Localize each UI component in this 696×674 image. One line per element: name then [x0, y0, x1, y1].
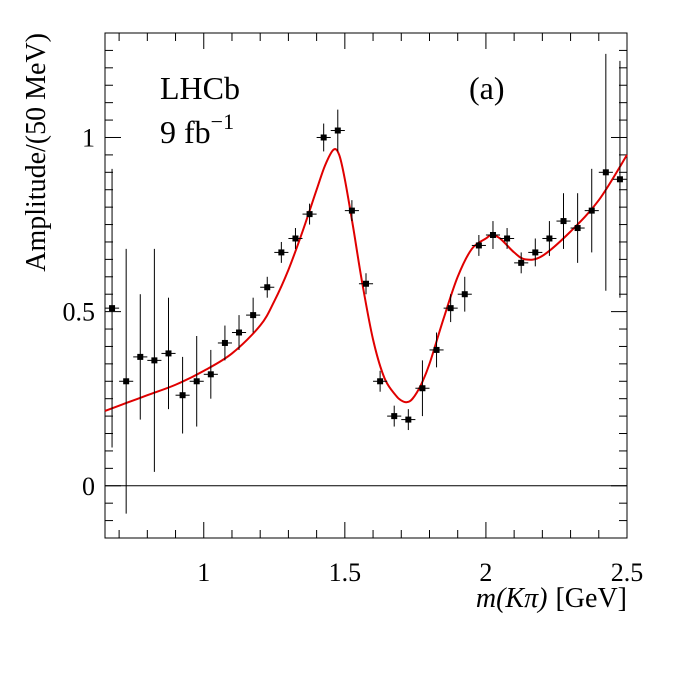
- y-axis-label: Amplitude/(50 MeV): [21, 33, 52, 272]
- experiment-label: LHCb: [160, 70, 240, 106]
- data-marker: [165, 350, 172, 357]
- data-point: [457, 276, 472, 312]
- data-marker: [109, 305, 116, 312]
- data-point: [260, 276, 275, 298]
- x-axis-label-unit: [GeV]: [555, 583, 627, 614]
- x-tick-label: 1.5: [329, 558, 362, 587]
- data-marker: [292, 235, 299, 242]
- data-marker: [236, 329, 243, 336]
- data-marker: [250, 312, 257, 319]
- data-point: [217, 325, 232, 361]
- luminosity-value: 9 fb: [160, 114, 211, 150]
- data-points: [105, 53, 627, 514]
- data-point: [556, 193, 571, 249]
- data-point: [443, 294, 458, 323]
- data-marker: [574, 225, 581, 232]
- x-axis-label: m(Kπ) [GeV]: [476, 583, 627, 614]
- data-point: [302, 203, 317, 225]
- plot-frame: [104, 32, 628, 539]
- data-point: [189, 336, 204, 427]
- data-marker: [377, 378, 384, 385]
- data-point: [344, 200, 359, 222]
- data-point: [471, 235, 486, 256]
- data-point: [373, 370, 388, 392]
- data-point: [231, 315, 247, 350]
- data-point: [584, 168, 599, 253]
- data-marker: [461, 291, 468, 298]
- data-point: [147, 248, 162, 472]
- data-marker: [433, 346, 440, 353]
- x-tick-label: 2: [479, 558, 492, 587]
- data-marker: [588, 207, 595, 214]
- data-point: [133, 294, 148, 420]
- data-point: [485, 221, 501, 249]
- data-point: [598, 53, 613, 291]
- x-tick-label: 2.5: [611, 558, 644, 587]
- data-marker: [306, 211, 313, 218]
- data-point: [429, 332, 444, 368]
- data-marker: [179, 392, 186, 399]
- data-marker: [334, 127, 341, 134]
- data-marker: [405, 416, 412, 423]
- data-point: [175, 356, 190, 434]
- y-axis-ticks: 00.51: [63, 49, 627, 539]
- data-point: [570, 193, 585, 263]
- data-marker: [151, 357, 158, 364]
- data-marker: [419, 385, 426, 392]
- data-marker: [560, 218, 567, 225]
- data-point: [415, 360, 430, 417]
- data-point: [246, 297, 261, 333]
- data-marker: [320, 134, 327, 141]
- data-point: [105, 168, 120, 448]
- data-marker: [363, 280, 369, 287]
- data-marker: [391, 413, 398, 420]
- data-marker: [447, 305, 454, 312]
- data-marker: [123, 378, 130, 385]
- luminosity-label: 9 fb−1: [160, 109, 234, 150]
- data-point: [542, 221, 557, 256]
- data-point: [612, 60, 627, 298]
- data-marker: [207, 371, 214, 378]
- luminosity-exponent: −1: [211, 109, 234, 134]
- data-marker: [475, 242, 482, 249]
- data-marker: [546, 235, 553, 242]
- data-marker: [616, 176, 623, 183]
- data-point: [387, 405, 402, 427]
- data-point: [330, 109, 345, 152]
- x-tick-label: 1: [197, 558, 210, 587]
- data-marker: [278, 249, 285, 256]
- data-marker: [193, 378, 200, 385]
- data-marker: [602, 169, 609, 176]
- data-marker: [221, 339, 228, 346]
- data-point: [514, 252, 529, 274]
- x-axis-label-variable: m(Kπ): [476, 583, 548, 614]
- data-point: [119, 248, 134, 514]
- data-point: [316, 123, 331, 152]
- data-point: [288, 228, 303, 249]
- x-axis-ticks: 1 1.5 2 2.5: [118, 33, 644, 587]
- data-point: [401, 409, 416, 431]
- data-marker: [504, 235, 511, 242]
- panel-label: (a): [469, 70, 505, 106]
- data-point: [358, 273, 374, 295]
- data-marker: [137, 353, 144, 360]
- y-tick-label: 0: [82, 472, 95, 501]
- data-point: [528, 238, 543, 267]
- y-tick-label: 0.5: [63, 298, 96, 327]
- data-point: [274, 241, 289, 263]
- data-marker: [264, 284, 271, 291]
- data-marker: [532, 249, 539, 256]
- y-tick-label: 1: [82, 123, 95, 152]
- data-marker: [518, 259, 525, 266]
- data-marker: [489, 232, 496, 238]
- data-point: [161, 297, 176, 410]
- data-point: [500, 228, 515, 249]
- data-marker: [348, 207, 355, 214]
- data-point: [203, 349, 218, 399]
